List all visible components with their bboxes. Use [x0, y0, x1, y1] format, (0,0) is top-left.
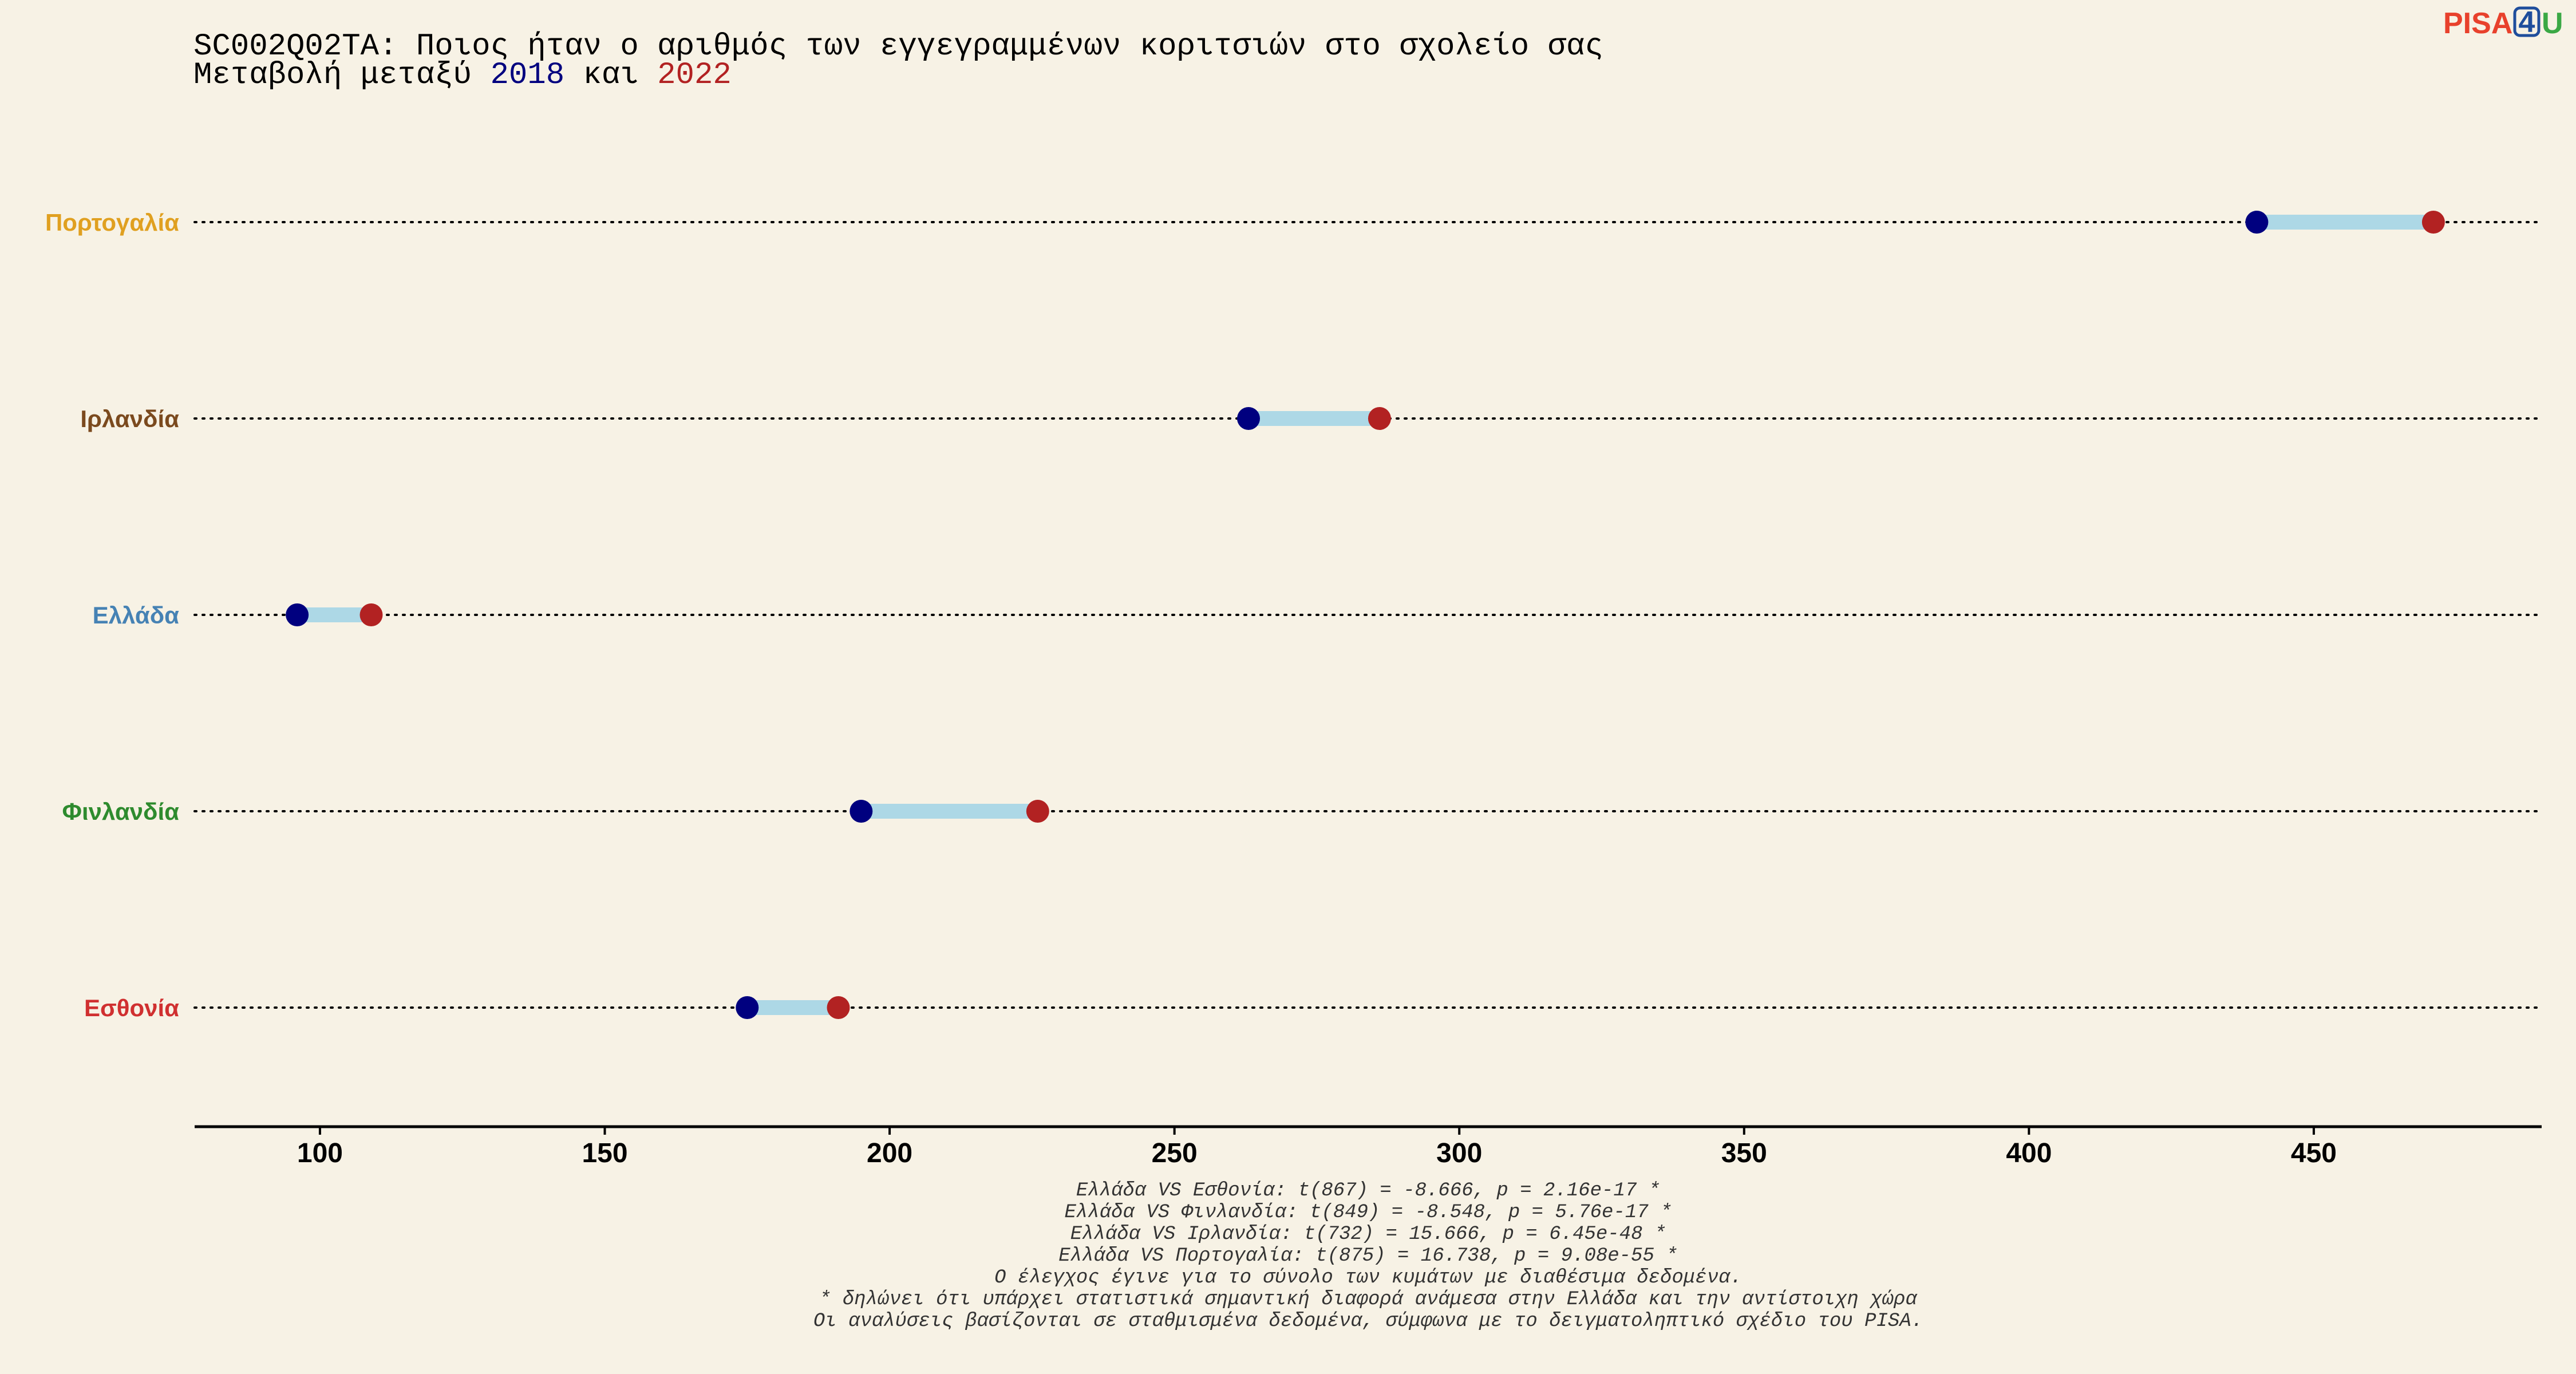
x-axis-ticks: 100 150 200 250 300 350 400 450: [297, 1127, 2337, 1168]
footnote-line: Ο έλεγχος έγινε για το σύνολο των κυμάτω…: [994, 1267, 1742, 1289]
logo-box: [2513, 6, 2541, 37]
category-row: Εσθονία: [84, 994, 2543, 1021]
footnote-line: Οι αναλύσεις βασίζονται σε σταθμισμένα δ…: [813, 1310, 1923, 1332]
category-row: Πορτογαλία: [45, 209, 2543, 236]
point-2022: [2421, 211, 2445, 234]
point-2018: [286, 603, 309, 626]
plot-area: Πορτογαλία Ιρλανδία Ελλάδα Φινλανδία Εσθονία: [45, 209, 2543, 1021]
point-2022: [827, 996, 850, 1019]
category-label: Εσθονία: [84, 994, 179, 1021]
footnotes: Ελλάδα VS Εσθονία: t(867) = -8.666, p = …: [813, 1180, 1923, 1332]
x-tick-label: 400: [2006, 1138, 2052, 1168]
footnote-line: Ελλάδα VS Φινλανδία: t(849) = -8.548, p …: [1065, 1202, 1672, 1223]
logo-text-pisa: PISA: [2443, 7, 2512, 40]
category-label: Ιρλανδία: [80, 405, 179, 432]
x-tick-label: 350: [1721, 1138, 1767, 1168]
x-tick-label: 150: [582, 1138, 627, 1168]
chart-title-line1: SC002Q02TA: Ποιος ήταν ο αριθμός των εγγ…: [193, 29, 1603, 64]
category-row: Ιρλανδία: [80, 405, 2543, 432]
category-label: Φινλανδία: [62, 798, 180, 825]
logo-text-u: U: [2542, 7, 2563, 40]
title-year-2022: 2022: [657, 58, 732, 93]
title-prefix: Μεταβολή μεταξύ: [193, 58, 490, 93]
x-tick-label: 300: [1436, 1138, 1482, 1168]
pisa4u-logo: PISA 4 U: [2443, 6, 2563, 40]
point-2018: [736, 996, 759, 1019]
chart-title-line2: Μεταβολή μεταξύ 2018 και 2022: [193, 58, 732, 93]
title-year-2018: 2018: [490, 58, 564, 93]
footnote-line: Ελλάδα VS Πορτογαλία: t(875) = 16.738, p…: [1058, 1245, 1677, 1267]
footnote-line: Ελλάδα VS Ιρλανδία: t(732) = 15.666, p =…: [1070, 1223, 1666, 1245]
category-row: Φινλανδία: [62, 798, 2543, 825]
point-2018: [850, 800, 873, 823]
point-2018: [2245, 211, 2269, 234]
title-mid: και: [564, 58, 657, 93]
x-tick-label: 200: [867, 1138, 912, 1168]
category-label: Ελλάδα: [93, 602, 180, 629]
category-label: Πορτογαλία: [45, 209, 179, 236]
category-row: Ελλάδα: [93, 602, 2543, 629]
x-tick-label: 450: [2291, 1138, 2337, 1168]
footnote-line: Ελλάδα VS Εσθονία: t(867) = -8.666, p = …: [1076, 1180, 1660, 1202]
point-2022: [359, 603, 383, 626]
point-2018: [1237, 407, 1261, 430]
point-2022: [1026, 800, 1049, 823]
logo-text-4: 4: [2519, 6, 2535, 39]
point-2022: [1368, 407, 1391, 430]
x-tick-label: 250: [1152, 1138, 1198, 1168]
footnote-line: * δηλώνει ότι υπάρχει στατιστικά σημαντι…: [819, 1289, 1918, 1310]
x-tick-label: 100: [297, 1138, 343, 1168]
